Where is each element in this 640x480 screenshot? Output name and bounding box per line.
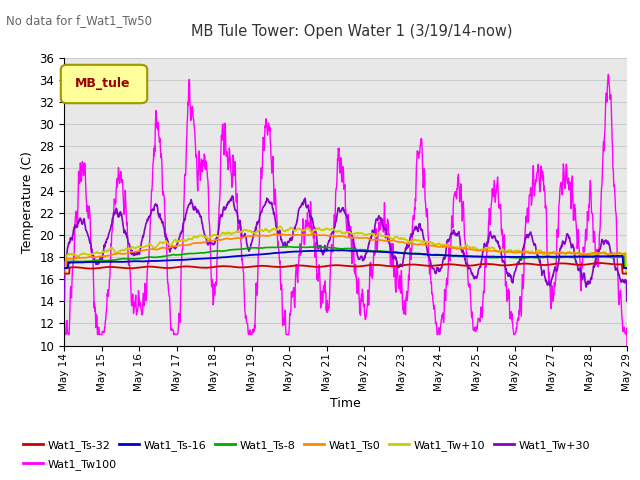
Legend: Wat1_Tw100: Wat1_Tw100 bbox=[19, 455, 121, 474]
Text: MB Tule Tower: Open Water 1 (3/19/14-now): MB Tule Tower: Open Water 1 (3/19/14-now… bbox=[191, 24, 513, 39]
Text: No data for f_Wat1_Tw50: No data for f_Wat1_Tw50 bbox=[6, 14, 152, 27]
X-axis label: Time: Time bbox=[330, 396, 361, 409]
Y-axis label: Temperature (C): Temperature (C) bbox=[20, 151, 34, 252]
Legend: Wat1_Ts-32, Wat1_Ts-16, Wat1_Ts-8, Wat1_Ts0, Wat1_Tw+10, Wat1_Tw+30: Wat1_Ts-32, Wat1_Ts-16, Wat1_Ts-8, Wat1_… bbox=[19, 435, 595, 455]
Text: MB_tule: MB_tule bbox=[75, 77, 131, 91]
